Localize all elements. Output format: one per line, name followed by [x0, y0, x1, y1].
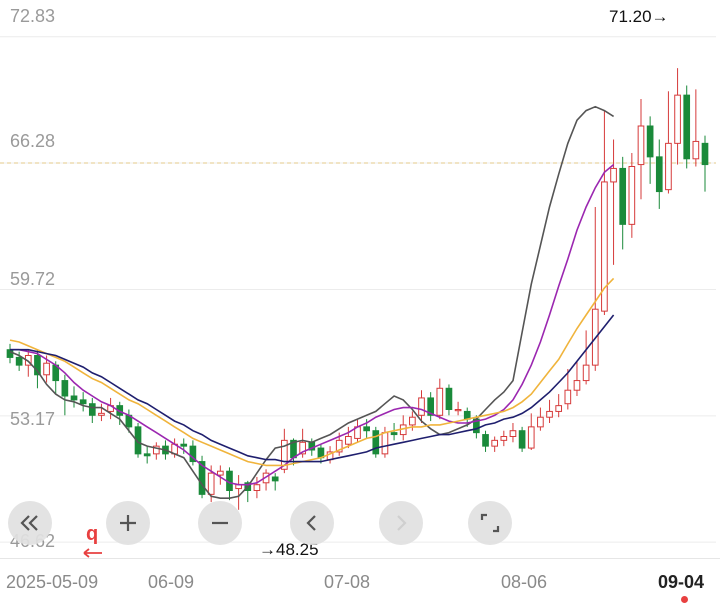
candle-up: [345, 436, 352, 445]
candle-down: [655, 156, 663, 193]
candle-down: [518, 430, 526, 449]
chevron-left-icon: [306, 515, 316, 531]
fullscreen-icon: [480, 513, 500, 533]
candle-up: [665, 142, 672, 191]
candle-up: [637, 125, 645, 166]
candle-up: [253, 484, 261, 492]
y-tick-label: 59.72: [10, 269, 56, 289]
high-price-annotation: 71.20→: [609, 7, 669, 26]
candle-down: [701, 142, 709, 166]
zoom-in-button[interactable]: [106, 501, 150, 545]
low-price-annotation: →48.25: [259, 540, 319, 559]
x-axis-line: [0, 558, 720, 559]
candle-up: [409, 416, 416, 426]
candle-down: [79, 399, 87, 405]
arrow-left-icon: [83, 548, 102, 558]
rewind-button[interactable]: [8, 501, 52, 545]
candle-up: [628, 166, 636, 225]
candle-up: [692, 140, 700, 160]
x-tick-label: 07-08: [324, 572, 371, 592]
moving-average-lines: [9, 105, 615, 500]
y-tick-label: 53.17: [10, 409, 56, 429]
candle-up: [564, 389, 572, 405]
candle-down: [70, 395, 78, 401]
candle-down: [619, 167, 627, 225]
candle-down: [646, 125, 654, 158]
candle-down: [363, 426, 370, 432]
x-tick-label: 08-06: [501, 572, 548, 592]
candle-down: [482, 434, 489, 447]
candle-up: [436, 387, 444, 416]
ma-line-ma30: [10, 314, 615, 463]
candle-up: [573, 380, 581, 391]
y-tick-label: 72.83: [10, 6, 56, 26]
current-date-dot: [681, 596, 688, 603]
candle-up: [335, 439, 343, 453]
candle-down: [180, 443, 188, 447]
candle-down: [15, 356, 23, 366]
candle-up: [601, 181, 608, 312]
scroll-left-button[interactable]: [290, 501, 334, 545]
minus-icon: [212, 521, 228, 525]
fullscreen-button[interactable]: [468, 501, 512, 545]
candle-down: [34, 355, 41, 376]
candle-up: [152, 445, 160, 455]
candle-down: [427, 397, 434, 416]
y-tick-label: 66.28: [10, 131, 56, 151]
candle-down: [390, 432, 398, 436]
candle-up: [454, 409, 462, 412]
candle-up: [674, 94, 681, 144]
candle-down: [88, 403, 96, 416]
restore-right-button[interactable]: q: [80, 523, 108, 561]
candle-up: [527, 426, 535, 449]
scroll-right-button[interactable]: [379, 501, 423, 545]
candle-up: [418, 397, 425, 416]
candle-up: [546, 410, 553, 418]
candle-up: [555, 405, 563, 412]
candle-down: [61, 380, 69, 397]
candle-up: [509, 430, 517, 438]
candle-up: [582, 364, 590, 382]
candle-down: [271, 476, 279, 482]
chevron-right-icon: [397, 515, 407, 531]
candle-up: [491, 439, 499, 447]
candle-up: [610, 167, 617, 183]
candles: [6, 68, 709, 510]
candle-down: [372, 430, 380, 455]
candle-down: [445, 387, 453, 410]
candle-up: [281, 439, 288, 470]
candle-up: [207, 472, 215, 495]
candle-up: [98, 412, 105, 416]
double-chevron-left-icon: [20, 515, 38, 531]
candle-down: [189, 445, 197, 463]
x-tick-label-current: 09-04: [658, 572, 705, 592]
candle-down: [6, 349, 14, 358]
candle-up: [381, 432, 389, 455]
plus-icon: [120, 515, 136, 531]
candle-down: [143, 453, 151, 457]
q-label: q: [86, 523, 99, 545]
candle-up: [299, 441, 306, 455]
candle-down: [683, 94, 691, 160]
zoom-out-button[interactable]: [198, 501, 242, 545]
x-tick-label: 2025-05-09: [6, 572, 99, 592]
candle-up: [500, 436, 508, 441]
candle-up: [216, 470, 224, 476]
candle-up: [537, 416, 544, 428]
candle-up: [43, 362, 50, 376]
ma-line-ma5: [9, 105, 615, 500]
candle-down: [198, 461, 206, 495]
candle-down: [134, 426, 142, 455]
ma-line-ma20: [9, 277, 615, 467]
ma-line-ma10: [10, 163, 615, 486]
x-tick-label: 06-09: [148, 572, 195, 592]
